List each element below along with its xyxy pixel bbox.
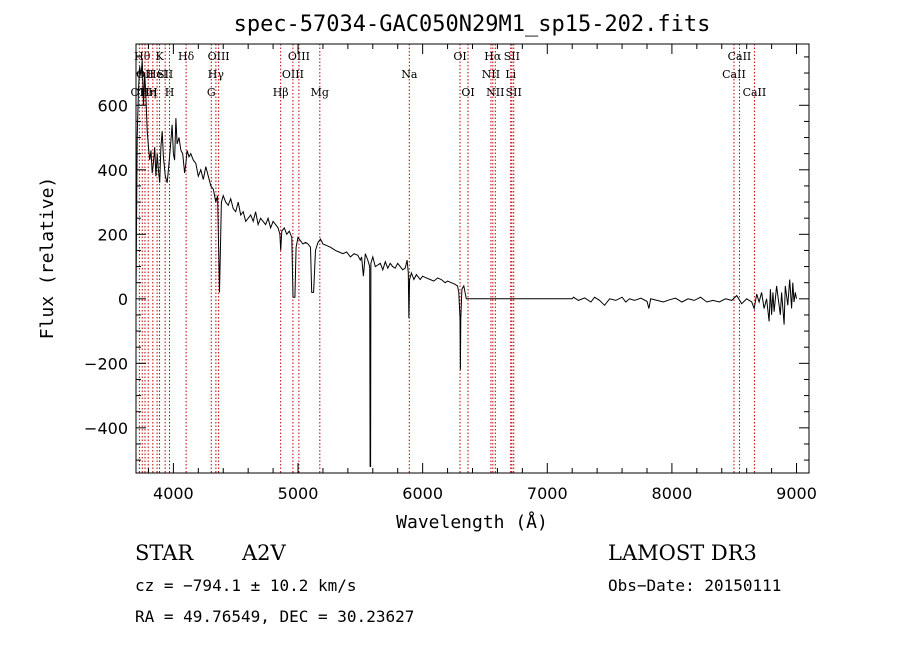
spectral-line-markers: OIIHθOIIHηHHeIKSIIHHδGHγOIIIHβOIIIOIIIMg… [131,44,767,473]
chart-title: spec-57034-GAC050N29M1_sp15-202.fits [234,12,711,37]
spectrum-series-0 [135,60,797,467]
line-label-14: OIII [282,68,304,81]
coordinates: RA = 49.76549, DEC = 30.23627 [135,607,414,626]
plot-frame [135,43,810,474]
line-label-10: G [207,86,216,99]
object-class: STAR [135,541,194,565]
line-label-22: NII [486,86,504,99]
line-label-16: Mg [311,86,329,99]
line-label-5: HeI [147,68,167,81]
y-tick-label-5: 600 [97,96,128,115]
line-label-18: OI [453,50,466,63]
line-label-6: K [155,50,164,63]
y-tick-label-3: 200 [97,225,128,244]
line-label-21: Hα [484,50,502,63]
line-label-1: Hθ [134,50,151,63]
x-axis-label: Wavelength (Å) [396,511,548,533]
line-label-13: Hβ [273,86,289,99]
axis-ticks [136,44,809,473]
redshift-readout: cz = −794.1 ± 10.2 km/s [135,576,357,595]
line-label-9: Hδ [178,50,195,63]
x-tick-label-1: 5000 [278,484,319,503]
line-label-19: OI [461,86,474,99]
x-tick-label-4: 8000 [652,484,693,503]
line-label-15: OIII [288,50,310,63]
line-label-17: Na [401,68,418,81]
line-label-20: NII [482,68,500,81]
line-label-27: CaII [728,50,752,63]
line-label-25: SII [506,86,522,99]
y-axis-label: Flux (relative) [37,177,58,340]
line-label-8: H [165,86,175,99]
x-tick-label-0: 4000 [153,484,194,503]
line-label-24: SII [504,50,520,63]
x-tick-label-5: 9000 [776,484,817,503]
line-label-12: OIII [208,50,230,63]
y-tick-label-2: 0 [118,290,128,309]
x-tick-label-3: 7000 [527,484,568,503]
y-tick-label-0: −400 [84,419,128,438]
series-layer [135,60,797,467]
line-label-26: CaII [722,68,746,81]
object-subclass: A2V [241,541,287,565]
y-tick-label-1: −200 [84,354,128,373]
line-label-11: Hγ [208,68,225,81]
x-tick-label-2: 6000 [402,484,443,503]
line-label-23: Li [505,68,516,81]
obs-date: Obs−Date: 20150111 [608,576,781,595]
line-label-7: SII [157,68,173,81]
tick-labels: 4000 5000 6000 7000 8000 9000 −400 −200 0 200 400 6… [84,96,817,503]
line-label-28: CaII [743,86,767,99]
survey-name: LAMOST DR3 [608,541,757,565]
y-tick-label-4: 400 [97,161,128,180]
line-label-4: H [148,86,158,99]
